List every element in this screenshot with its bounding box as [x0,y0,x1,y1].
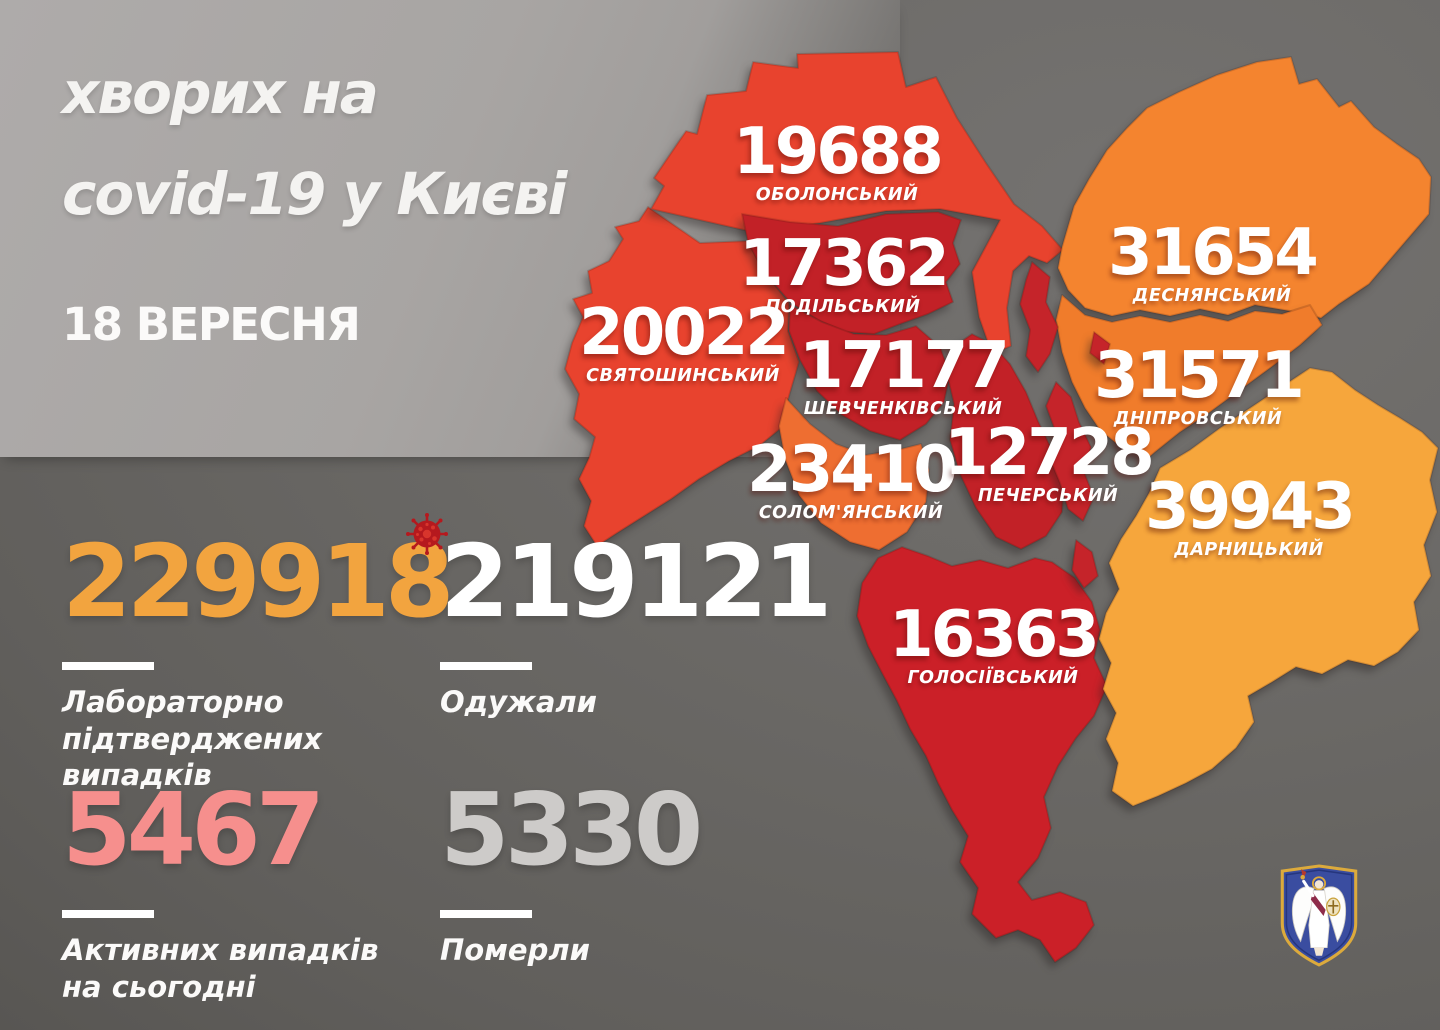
district-name: ОБОЛОНСЬКИЙ [755,184,919,205]
stat-confirmed: 229918 Лабораторно підтверджених випадкі… [62,523,454,794]
stat-recovered-value: 219121 [440,523,832,640]
district-name: СОЛОМ'ЯНСЬКИЙ [758,502,944,523]
district-name: ДНІПРОВСЬКИЙ [1113,408,1283,429]
district-value: 17362 [739,227,950,301]
district-value: 31654 [1108,216,1319,290]
district-value: 16363 [889,598,1100,672]
district-value: 17177 [799,329,1010,403]
district-shape-solomianskyi [778,397,930,551]
page-title-line2: covid-19 у Києві [62,160,567,228]
district-shape-darnytskyi [1098,367,1439,807]
stat-active-value: 5467 [62,771,325,888]
district-value: 39943 [1145,470,1356,544]
district-value: 12728 [944,416,1155,490]
river-island-shape [1071,539,1099,589]
stat-divider [440,910,532,918]
stat-divider [440,662,532,670]
stat-deaths: 5330 Померли [440,771,703,969]
district-shape-sviatoshynskyi [564,206,800,547]
district-shape-podilskyi [741,211,962,335]
district-label-holosiivskyi: 16363 ГОЛОСІЇВСЬКИЙ [889,598,1100,688]
district-shape-dniprovskyi [1055,294,1323,459]
district-value: 31571 [1094,339,1305,413]
district-value: 20022 [579,296,790,370]
district-name: ШЕВЧЕНКІВСЬКИЙ [803,398,1003,419]
stat-confirmed-value: 229918 [62,523,454,640]
district-name: ДЕСНЯНСЬКИЙ [1132,285,1292,306]
stat-confirmed-label: Лабораторно підтверджених випадків [62,685,322,793]
river-island-shape [1019,261,1059,373]
kyiv-coat-of-arms-icon [1280,864,1358,967]
district-label-podilskyi: 17362 ПОДІЛЬСЬКИЙ [739,227,950,317]
district-shape-desnianskyi [1057,56,1432,319]
page-title-line1: хворих на [62,59,379,127]
stat-deaths-value: 5330 [440,771,703,888]
district-name: ПЕЧЕРСЬКИЙ [977,485,1119,506]
district-label-dniprovskyi: 31571 ДНІПРОВСЬКИЙ [1094,339,1305,429]
district-name: ДАРНИЦЬКИЙ [1174,539,1324,560]
district-label-pecherskyi: 12728 ПЕЧЕРСЬКИЙ [944,416,1155,506]
district-label-sviatoshynskyi: 20022 СВЯТОШИНСЬКИЙ [579,296,790,386]
stat-divider [62,910,154,918]
district-label-desnianskyi: 31654 ДЕСНЯНСЬКИЙ [1108,216,1319,306]
district-name: ПОДІЛЬСЬКИЙ [765,296,921,317]
virus-icon [406,513,448,555]
district-label-solomianskyi: 23410 СОЛОМ'ЯНСЬКИЙ [747,433,958,523]
river-island-shape [1089,331,1111,365]
district-shape-shevchenkivskyi [788,304,951,441]
stat-active-label: Активних випадків на сьогодні [62,933,379,1004]
stat-divider [62,662,154,670]
stat-recovered-label: Одужали [440,685,597,719]
district-name: СВЯТОШИНСЬКИЙ [586,365,780,386]
river-island-shape [1045,381,1095,522]
district-label-darnytskyi: 39943 ДАРНИЦЬКИЙ [1145,470,1356,560]
district-shape-holosiivskyi [856,546,1108,963]
district-label-obolonskyi: 19688 ОБОЛОНСЬКИЙ [733,115,944,205]
district-label-shevchenkivskyi: 17177 ШЕВЧЕНКІВСЬКИЙ [799,329,1010,419]
stat-recovered: 219121 Одужали [440,523,832,721]
stat-deaths-label: Померли [440,933,590,967]
district-shape-pecherskyi [946,333,1065,550]
district-name: ГОЛОСІЇВСЬКИЙ [907,667,1079,688]
stat-active: 5467 Активних випадків на сьогодні [62,780,378,1005]
district-value: 23410 [747,433,958,507]
report-date: 18 ВЕРЕСНЯ [62,298,361,351]
district-value: 19688 [733,115,944,189]
district-shape-obolonskyi [650,51,1064,355]
